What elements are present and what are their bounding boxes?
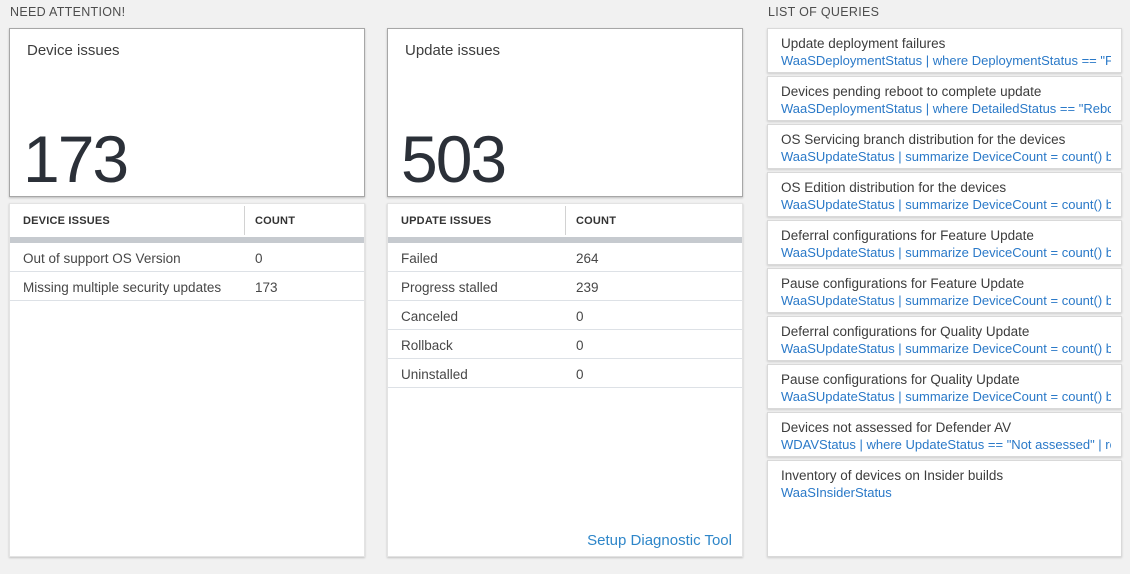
column-divider [244,206,245,235]
device-issues-column-header: DEVICE ISSUES [23,215,110,227]
device-issues-table: DEVICE ISSUES COUNT Out of support OS Ve… [9,203,365,557]
issue-count: 173 [255,280,278,295]
query-title: Deferral configurations for Quality Upda… [781,324,1030,339]
query-text: WaaSUpdateStatus | summarize DeviceCount… [781,293,1111,308]
query-item-insider-builds-inventory[interactable]: Inventory of devices on Insider builds W… [767,460,1122,557]
column-divider [565,206,566,235]
device-issues-title: Device issues [27,42,120,59]
query-item-os-edition-distribution[interactable]: OS Edition distribution for the devices … [767,172,1122,217]
query-title: Devices pending reboot to complete updat… [781,84,1042,99]
issue-name: Missing multiple security updates [23,280,222,295]
query-item-pause-feature-update[interactable]: Pause configurations for Feature Update … [767,268,1122,313]
query-text: WDAVStatus | where UpdateStatus == "Not … [781,437,1111,452]
issue-count: 239 [576,280,599,295]
query-title: Pause configurations for Feature Update [781,276,1025,291]
issue-name: Uninstalled [401,367,468,382]
count-column-header: COUNT [576,215,617,227]
issue-name: Canceled [401,309,459,324]
query-item-deferral-feature-update[interactable]: Deferral configurations for Feature Upda… [767,220,1122,265]
table-row[interactable]: Failed 264 [388,243,742,272]
table-row[interactable]: Uninstalled 0 [388,359,742,388]
query-title: OS Edition distribution for the devices [781,180,1007,195]
issue-name: Rollback [401,338,453,353]
query-title: Inventory of devices on Insider builds [781,468,1004,483]
query-text: WaaSInsiderStatus [781,485,892,500]
issue-count: 0 [576,338,584,353]
issue-name: Out of support OS Version [23,251,181,266]
query-text: WaaSUpdateStatus | summarize DeviceCount… [781,245,1111,260]
query-text: WaaSUpdateStatus | summarize DeviceCount… [781,149,1111,164]
query-text: WaaSUpdateStatus | summarize DeviceCount… [781,197,1111,212]
device-issues-table-header: DEVICE ISSUES COUNT [10,204,364,237]
update-issues-big-count: 503 [401,122,507,196]
count-column-header: COUNT [255,215,296,227]
query-text: WaaSDeploymentStatus | where DeploymentS… [781,53,1111,68]
issue-count: 0 [255,251,263,266]
query-item-pause-quality-update[interactable]: Pause configurations for Quality Update … [767,364,1122,409]
issue-count: 0 [576,309,584,324]
issue-name: Failed [401,251,438,266]
issue-count: 264 [576,251,599,266]
update-issues-table-header: UPDATE ISSUES COUNT [388,204,742,237]
device-issues-big-count: 173 [23,122,129,196]
setup-diagnostic-tool-link[interactable]: Setup Diagnostic Tool [587,532,732,549]
update-issues-table: UPDATE ISSUES COUNT Failed 264 Progress … [387,203,743,557]
query-text: WaaSUpdateStatus | summarize DeviceCount… [781,389,1111,404]
query-item-deferral-quality-update[interactable]: Deferral configurations for Quality Upda… [767,316,1122,361]
table-header-separator [10,237,364,243]
table-row[interactable]: Out of support OS Version 0 [10,243,364,272]
query-text: WaaSUpdateStatus | summarize DeviceCount… [781,341,1111,356]
update-issues-tile[interactable]: Update issues 503 [387,28,743,197]
table-header-separator [388,237,742,243]
query-title: Update deployment failures [781,36,946,51]
query-item-devices-not-assessed-defender[interactable]: Devices not assessed for Defender AV WDA… [767,412,1122,457]
query-list-panel: Update deployment failures WaaSDeploymen… [767,28,1122,557]
table-row[interactable]: Missing multiple security updates 173 [10,272,364,301]
need-attention-header: NEED ATTENTION! [10,5,126,19]
table-row[interactable]: Progress stalled 239 [388,272,742,301]
update-issues-column-header: UPDATE ISSUES [401,215,492,227]
table-row[interactable]: Canceled 0 [388,301,742,330]
list-of-queries-header: LIST OF QUERIES [768,5,880,19]
query-title: Devices not assessed for Defender AV [781,420,1012,435]
query-title: Pause configurations for Quality Update [781,372,1020,387]
table-row[interactable]: Rollback 0 [388,330,742,359]
query-title: Deferral configurations for Feature Upda… [781,228,1034,243]
query-text: WaaSDeploymentStatus | where DetailedSta… [781,101,1111,116]
device-issues-tile[interactable]: Device issues 173 [9,28,365,197]
query-item-devices-pending-reboot[interactable]: Devices pending reboot to complete updat… [767,76,1122,121]
update-issues-title: Update issues [405,42,501,59]
issue-name: Progress stalled [401,280,498,295]
query-item-update-deployment-failures[interactable]: Update deployment failures WaaSDeploymen… [767,28,1122,73]
issue-count: 0 [576,367,584,382]
query-item-os-servicing-branch[interactable]: OS Servicing branch distribution for the… [767,124,1122,169]
query-title: OS Servicing branch distribution for the… [781,132,1066,147]
